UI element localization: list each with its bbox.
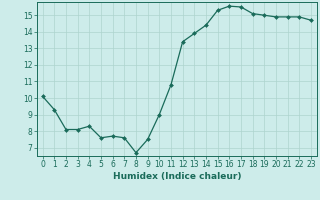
X-axis label: Humidex (Indice chaleur): Humidex (Indice chaleur) [113, 172, 241, 181]
